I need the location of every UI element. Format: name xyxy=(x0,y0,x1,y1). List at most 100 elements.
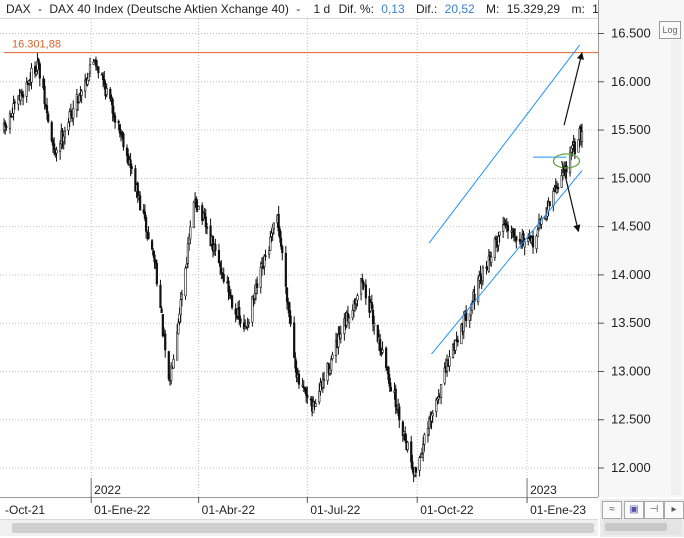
candle xyxy=(164,329,167,358)
candle xyxy=(153,250,156,269)
candle xyxy=(527,233,530,246)
candle xyxy=(84,73,87,99)
candle xyxy=(411,454,414,473)
candle xyxy=(269,230,272,251)
candle xyxy=(364,279,367,305)
candlestick-series xyxy=(2,52,584,483)
candle xyxy=(423,432,426,452)
candle xyxy=(398,403,401,429)
chart-annotations: 16.301,88 xyxy=(4,39,598,355)
candle xyxy=(293,316,296,358)
candle xyxy=(535,234,538,254)
min-label: m: xyxy=(571,2,585,16)
candle xyxy=(105,83,108,98)
max-label: M: xyxy=(486,2,500,16)
candle xyxy=(540,215,543,230)
candle xyxy=(337,326,340,355)
candle xyxy=(410,435,413,469)
chart-grid: 2022 2023 xyxy=(0,19,598,497)
wave-tool-icon[interactable]: ≈ xyxy=(602,501,622,519)
candle xyxy=(479,265,482,285)
candle xyxy=(339,325,342,344)
candle xyxy=(139,191,142,211)
candle xyxy=(176,323,179,361)
candle xyxy=(189,220,192,245)
candle xyxy=(47,111,50,124)
candle xyxy=(72,100,75,126)
dif-label: Dif.: xyxy=(415,2,438,16)
candle xyxy=(387,365,390,384)
candle xyxy=(560,168,563,188)
candle xyxy=(465,305,468,328)
candle xyxy=(197,205,200,210)
candle xyxy=(331,351,334,361)
candle xyxy=(454,340,457,354)
max-value: 15.329,29 xyxy=(506,2,561,16)
year-label: 2023 xyxy=(530,483,557,497)
candle xyxy=(136,181,139,203)
candle xyxy=(217,243,221,264)
candle xyxy=(471,300,474,315)
candle xyxy=(418,455,421,477)
candle xyxy=(204,208,207,234)
candle xyxy=(27,79,31,92)
candle xyxy=(373,315,376,335)
candle xyxy=(246,317,249,331)
candle xyxy=(285,287,289,310)
candle xyxy=(288,301,291,324)
scroll-right-icon[interactable]: ▸ xyxy=(664,501,684,519)
candle xyxy=(485,260,488,275)
candle xyxy=(381,341,384,355)
price-axis[interactable] xyxy=(598,0,684,497)
candle xyxy=(147,226,150,240)
candle xyxy=(38,61,41,87)
candle xyxy=(86,72,89,87)
vertical-scrollbar[interactable] xyxy=(671,40,681,495)
candle xyxy=(515,235,518,249)
highlight-ellipse xyxy=(552,153,581,169)
candle xyxy=(160,306,163,313)
lower-channel-line xyxy=(431,170,583,355)
candle xyxy=(468,313,471,329)
candle xyxy=(145,214,148,239)
candle xyxy=(234,303,237,323)
panel-scroll-thumb[interactable] xyxy=(605,523,667,531)
candle xyxy=(379,333,382,356)
pin-icon[interactable]: ⊣ xyxy=(644,501,664,519)
candle xyxy=(100,72,104,76)
candle xyxy=(322,371,326,389)
candle xyxy=(43,78,46,110)
candle xyxy=(370,294,373,310)
candle xyxy=(297,370,301,389)
candle xyxy=(306,386,309,404)
candle xyxy=(456,335,459,347)
candle xyxy=(25,77,28,103)
candle xyxy=(259,261,262,294)
candle xyxy=(113,112,117,129)
candle xyxy=(510,225,513,240)
candle xyxy=(268,246,271,259)
save-icon[interactable]: ▣ xyxy=(624,501,644,519)
candle xyxy=(80,89,83,104)
horizontal-scroll-thumb[interactable] xyxy=(12,523,594,533)
candle xyxy=(356,293,359,307)
candle xyxy=(30,63,33,90)
candle xyxy=(33,61,37,78)
candle xyxy=(506,221,510,239)
candle xyxy=(401,420,404,442)
panel-scrollbar[interactable] xyxy=(603,519,681,535)
candle xyxy=(348,314,351,329)
candle xyxy=(159,279,162,309)
candle xyxy=(109,87,112,102)
dif-pct-label: Dif. %: xyxy=(338,2,374,16)
candle xyxy=(130,163,133,175)
candle xyxy=(565,161,568,179)
candle xyxy=(385,346,388,372)
symbol-label: DAX xyxy=(6,2,31,16)
horizontal-scrollbar[interactable] xyxy=(0,519,598,536)
candle xyxy=(481,265,484,286)
candle xyxy=(87,73,90,82)
log-scale-button[interactable]: Log xyxy=(659,21,681,39)
candle xyxy=(122,132,125,151)
